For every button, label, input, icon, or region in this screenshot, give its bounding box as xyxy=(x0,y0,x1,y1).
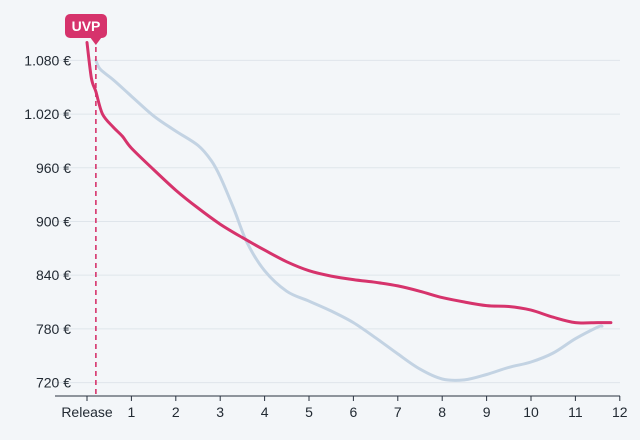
x-tick-label: 8 xyxy=(438,404,446,420)
x-tick-label: 6 xyxy=(350,404,358,420)
x-tick-label: 4 xyxy=(261,404,269,420)
x-axis: Release 1 2 3 4 5 6 7 8 9 10 11 12 xyxy=(55,395,628,420)
x-tick-label: 9 xyxy=(483,404,491,420)
y-tick-label: 1.020 € xyxy=(24,106,71,122)
x-tick-label: 3 xyxy=(216,404,224,420)
y-tick-label: 960 € xyxy=(36,160,71,176)
x-tick-label: 5 xyxy=(305,404,313,420)
y-tick-label: 720 € xyxy=(36,375,71,391)
x-tick-label: 12 xyxy=(612,404,628,420)
x-tick-label: 7 xyxy=(394,404,402,420)
x-tick-label: 1 xyxy=(128,404,136,420)
y-axis: 720 € 780 € 840 € 900 € 960 € 1.020 € 1.080 € xyxy=(24,52,71,390)
x-tick-label: Release xyxy=(61,404,113,420)
uvp-badge-pointer xyxy=(89,37,102,45)
uvp-badge xyxy=(65,14,107,38)
uvp-label: UVP xyxy=(72,18,101,34)
series-lines xyxy=(85,41,613,382)
x-tick-label: 11 xyxy=(568,404,583,420)
x-tick-label: 2 xyxy=(172,404,180,420)
x-tick-label: 10 xyxy=(523,404,539,420)
y-tick-label: 900 € xyxy=(36,213,71,229)
y-tick-label: 1.080 € xyxy=(24,52,71,68)
series-line-secondary xyxy=(94,58,604,382)
uvp-annotation: UVP xyxy=(65,14,107,396)
y-tick-label: 840 € xyxy=(36,267,71,283)
y-tick-label: 780 € xyxy=(36,321,71,337)
grid-lines xyxy=(55,59,620,384)
series-line-primary xyxy=(85,41,613,325)
